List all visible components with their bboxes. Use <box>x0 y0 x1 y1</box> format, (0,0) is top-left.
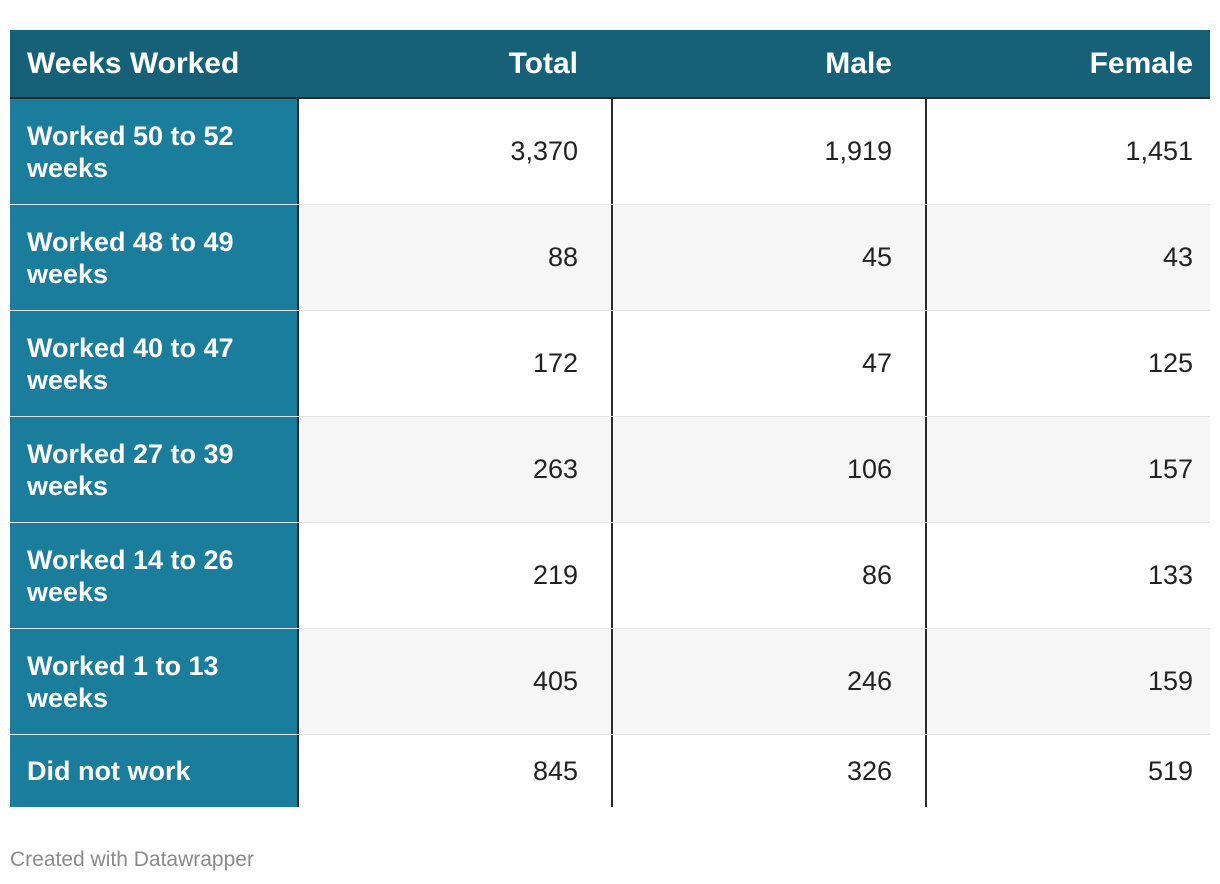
cell-total: 88 <box>297 205 611 310</box>
table-row: Worked 27 to 39 weeks 263 106 157 <box>10 417 1210 523</box>
table-row: Worked 48 to 49 weeks 88 45 43 <box>10 205 1210 311</box>
cell-female: 133 <box>925 523 1210 628</box>
table-row: Did not work 845 326 519 <box>10 735 1210 807</box>
cell-male: 45 <box>611 205 925 310</box>
cell-total: 219 <box>297 523 611 628</box>
table-header: Weeks Worked Total Male Female <box>10 30 1210 99</box>
cell-female: 43 <box>925 205 1210 310</box>
row-label: Worked 1 to 13 weeks <box>10 629 297 734</box>
cell-total: 405 <box>297 629 611 734</box>
cell-male: 86 <box>611 523 925 628</box>
cell-female: 519 <box>925 735 1210 807</box>
cell-total: 3,370 <box>297 99 611 204</box>
row-label: Worked 40 to 47 weeks <box>10 311 297 416</box>
cell-female: 1,451 <box>925 99 1210 204</box>
cell-male: 1,919 <box>611 99 925 204</box>
cell-male: 326 <box>611 735 925 807</box>
data-table: Weeks Worked Total Male Female Worked 50… <box>10 30 1210 807</box>
table-row: Worked 1 to 13 weeks 405 246 159 <box>10 629 1210 735</box>
cell-male: 47 <box>611 311 925 416</box>
row-label: Worked 27 to 39 weeks <box>10 417 297 522</box>
row-label: Worked 48 to 49 weeks <box>10 205 297 310</box>
row-label: Worked 14 to 26 weeks <box>10 523 297 628</box>
cell-total: 845 <box>297 735 611 807</box>
header-female: Female <box>1089 47 1193 80</box>
row-label: Did not work <box>10 735 297 807</box>
cell-male: 106 <box>611 417 925 522</box>
table-row: Worked 50 to 52 weeks 3,370 1,919 1,451 <box>10 99 1210 205</box>
row-label: Worked 50 to 52 weeks <box>10 99 297 204</box>
header-male: Male <box>825 47 892 80</box>
cell-total: 172 <box>297 311 611 416</box>
table-row: Worked 40 to 47 weeks 172 47 125 <box>10 311 1210 417</box>
cell-female: 125 <box>925 311 1210 416</box>
cell-female: 157 <box>925 417 1210 522</box>
header-total: Total <box>508 47 578 80</box>
cell-male: 246 <box>611 629 925 734</box>
cell-total: 263 <box>297 417 611 522</box>
footer-credit: Created with Datawrapper <box>10 848 254 871</box>
cell-female: 159 <box>925 629 1210 734</box>
header-weeks-worked: Weeks Worked <box>27 47 240 80</box>
table-row: Worked 14 to 26 weeks 219 86 133 <box>10 523 1210 629</box>
